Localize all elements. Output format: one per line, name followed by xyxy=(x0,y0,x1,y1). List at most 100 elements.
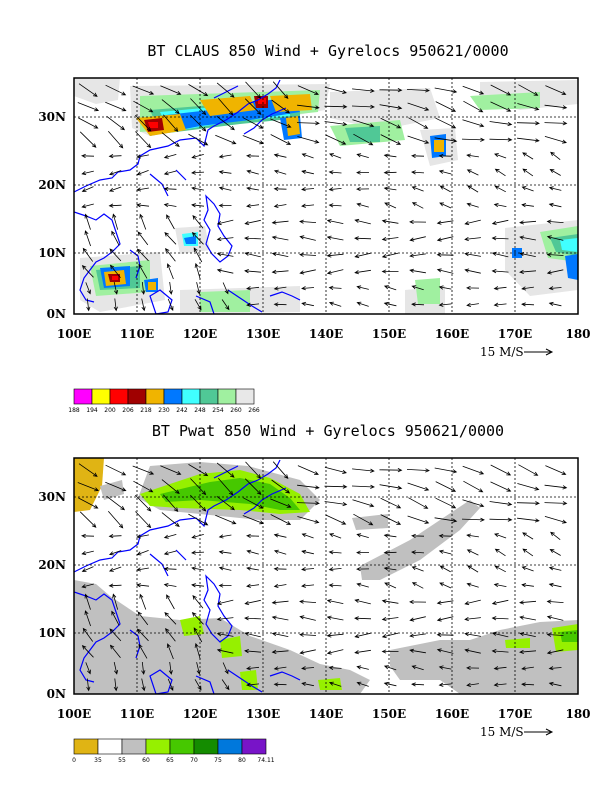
wind-arrow xyxy=(356,301,369,307)
wind-arrow xyxy=(136,628,149,642)
wind-arrow xyxy=(548,202,562,208)
wind-arrow xyxy=(356,153,369,158)
wind-arrow xyxy=(105,101,127,112)
wind-arrow xyxy=(301,533,314,539)
wind-arrow xyxy=(545,465,567,475)
wind-arrow xyxy=(466,169,479,176)
wind-arrow xyxy=(438,285,452,290)
wind-arrow xyxy=(491,599,509,605)
wind-arrow xyxy=(301,567,315,572)
colorbar-label: 60 xyxy=(142,757,150,764)
wind-arrow xyxy=(383,665,397,671)
wind-arrow xyxy=(136,583,150,588)
wind-arrow xyxy=(409,268,426,274)
wind-arrow xyxy=(464,219,481,226)
wind-arrow xyxy=(135,494,152,512)
wind-arrow xyxy=(491,251,509,258)
wind-arrow xyxy=(107,130,124,149)
wind-arrow xyxy=(329,153,342,159)
wind-arrow xyxy=(132,465,155,475)
x-tick: 100E xyxy=(57,327,91,341)
wind-arrow xyxy=(491,649,509,654)
wind-arrow xyxy=(105,481,127,492)
colorbar-label: 188 xyxy=(68,407,80,414)
wind-arrow xyxy=(379,484,403,490)
colorbar-swatch xyxy=(97,738,123,755)
wind-arrow xyxy=(356,170,370,175)
colorbar-label: 35 xyxy=(94,757,102,764)
wind-arrow xyxy=(78,463,98,477)
wind-arrow xyxy=(494,153,507,159)
wind-arrow xyxy=(548,582,562,588)
colorbar-swatch xyxy=(199,388,219,405)
colorbar-swatch xyxy=(193,738,219,755)
wind-arrow xyxy=(464,252,481,257)
colorbar-swatch xyxy=(145,738,171,755)
wind-arrow xyxy=(325,134,347,145)
wind-arrow xyxy=(301,666,315,671)
wind-arrow xyxy=(296,121,320,126)
x-tick: 160E xyxy=(435,707,469,721)
wind-arrow xyxy=(324,484,348,489)
wind-arrow xyxy=(494,533,507,539)
wind-arrow xyxy=(381,252,399,259)
wind-arrow xyxy=(411,533,425,539)
wind-arrow xyxy=(353,513,374,526)
wind-arrow xyxy=(191,232,204,245)
wind-arrow xyxy=(409,633,426,638)
y-tick-20n: 20N xyxy=(38,558,66,572)
wind-arrow xyxy=(163,550,177,556)
wind-arrow xyxy=(196,662,201,675)
wind-arrow xyxy=(135,131,152,149)
wind-scale-arrowhead xyxy=(545,728,554,736)
wind-arrow xyxy=(356,665,369,670)
wind-arrow xyxy=(81,645,94,658)
colorbar-swatch xyxy=(145,388,165,405)
wind-arrow xyxy=(271,649,289,654)
wind-arrow xyxy=(490,464,512,476)
wind-arrow xyxy=(435,481,457,492)
wind-arrow xyxy=(190,114,207,132)
wind-arrow xyxy=(434,467,458,474)
y-tick-0n: 0N xyxy=(47,687,66,701)
wind-arrow xyxy=(108,203,122,208)
wind-arrow xyxy=(190,98,207,116)
wind-arrow xyxy=(438,665,452,670)
wind-arrow xyxy=(522,168,534,177)
wind-arrow xyxy=(546,599,564,604)
wind-arrow xyxy=(354,598,371,605)
wind-arrow xyxy=(299,649,316,655)
wind-arrow xyxy=(273,583,287,588)
wind-arrow xyxy=(517,517,540,523)
panel-pwat: BT Pwat 850 Wind + Gyrelocs 950621/0000 xyxy=(38,422,590,764)
wind-arrow xyxy=(163,583,177,588)
wind-arrow xyxy=(138,643,148,659)
wind-arrow xyxy=(217,97,234,116)
wind-arrow xyxy=(466,302,479,307)
wind-arrow xyxy=(270,118,292,128)
wind-arrow xyxy=(518,84,539,96)
wind-arrow xyxy=(354,236,372,241)
wind-arrow xyxy=(191,203,205,208)
wind-arrow xyxy=(81,533,95,538)
wind-arrow xyxy=(354,269,371,275)
wind-arrow xyxy=(521,682,535,687)
wind-arrow xyxy=(436,268,454,274)
colorbar-swatch xyxy=(169,738,195,755)
colorbar-label: 242 xyxy=(176,407,188,414)
wind-arrow xyxy=(270,498,292,508)
x-tick: 140E xyxy=(309,327,343,341)
wind-arrow xyxy=(352,119,375,128)
wind-arrow xyxy=(222,662,229,675)
wind-arrow xyxy=(494,168,506,177)
y-axis: 0N 10N 20N 30N xyxy=(38,490,66,701)
wind-arrow xyxy=(297,465,319,475)
wind-arrow xyxy=(136,248,149,262)
wind-arrow xyxy=(411,153,425,159)
wind-arrow xyxy=(191,583,205,588)
colorbar-swatch xyxy=(217,388,237,405)
wind-arrow xyxy=(438,549,452,555)
wind-arrow xyxy=(326,615,344,621)
wind-arrow xyxy=(221,299,230,311)
colorbar-label: 194 xyxy=(86,407,98,414)
